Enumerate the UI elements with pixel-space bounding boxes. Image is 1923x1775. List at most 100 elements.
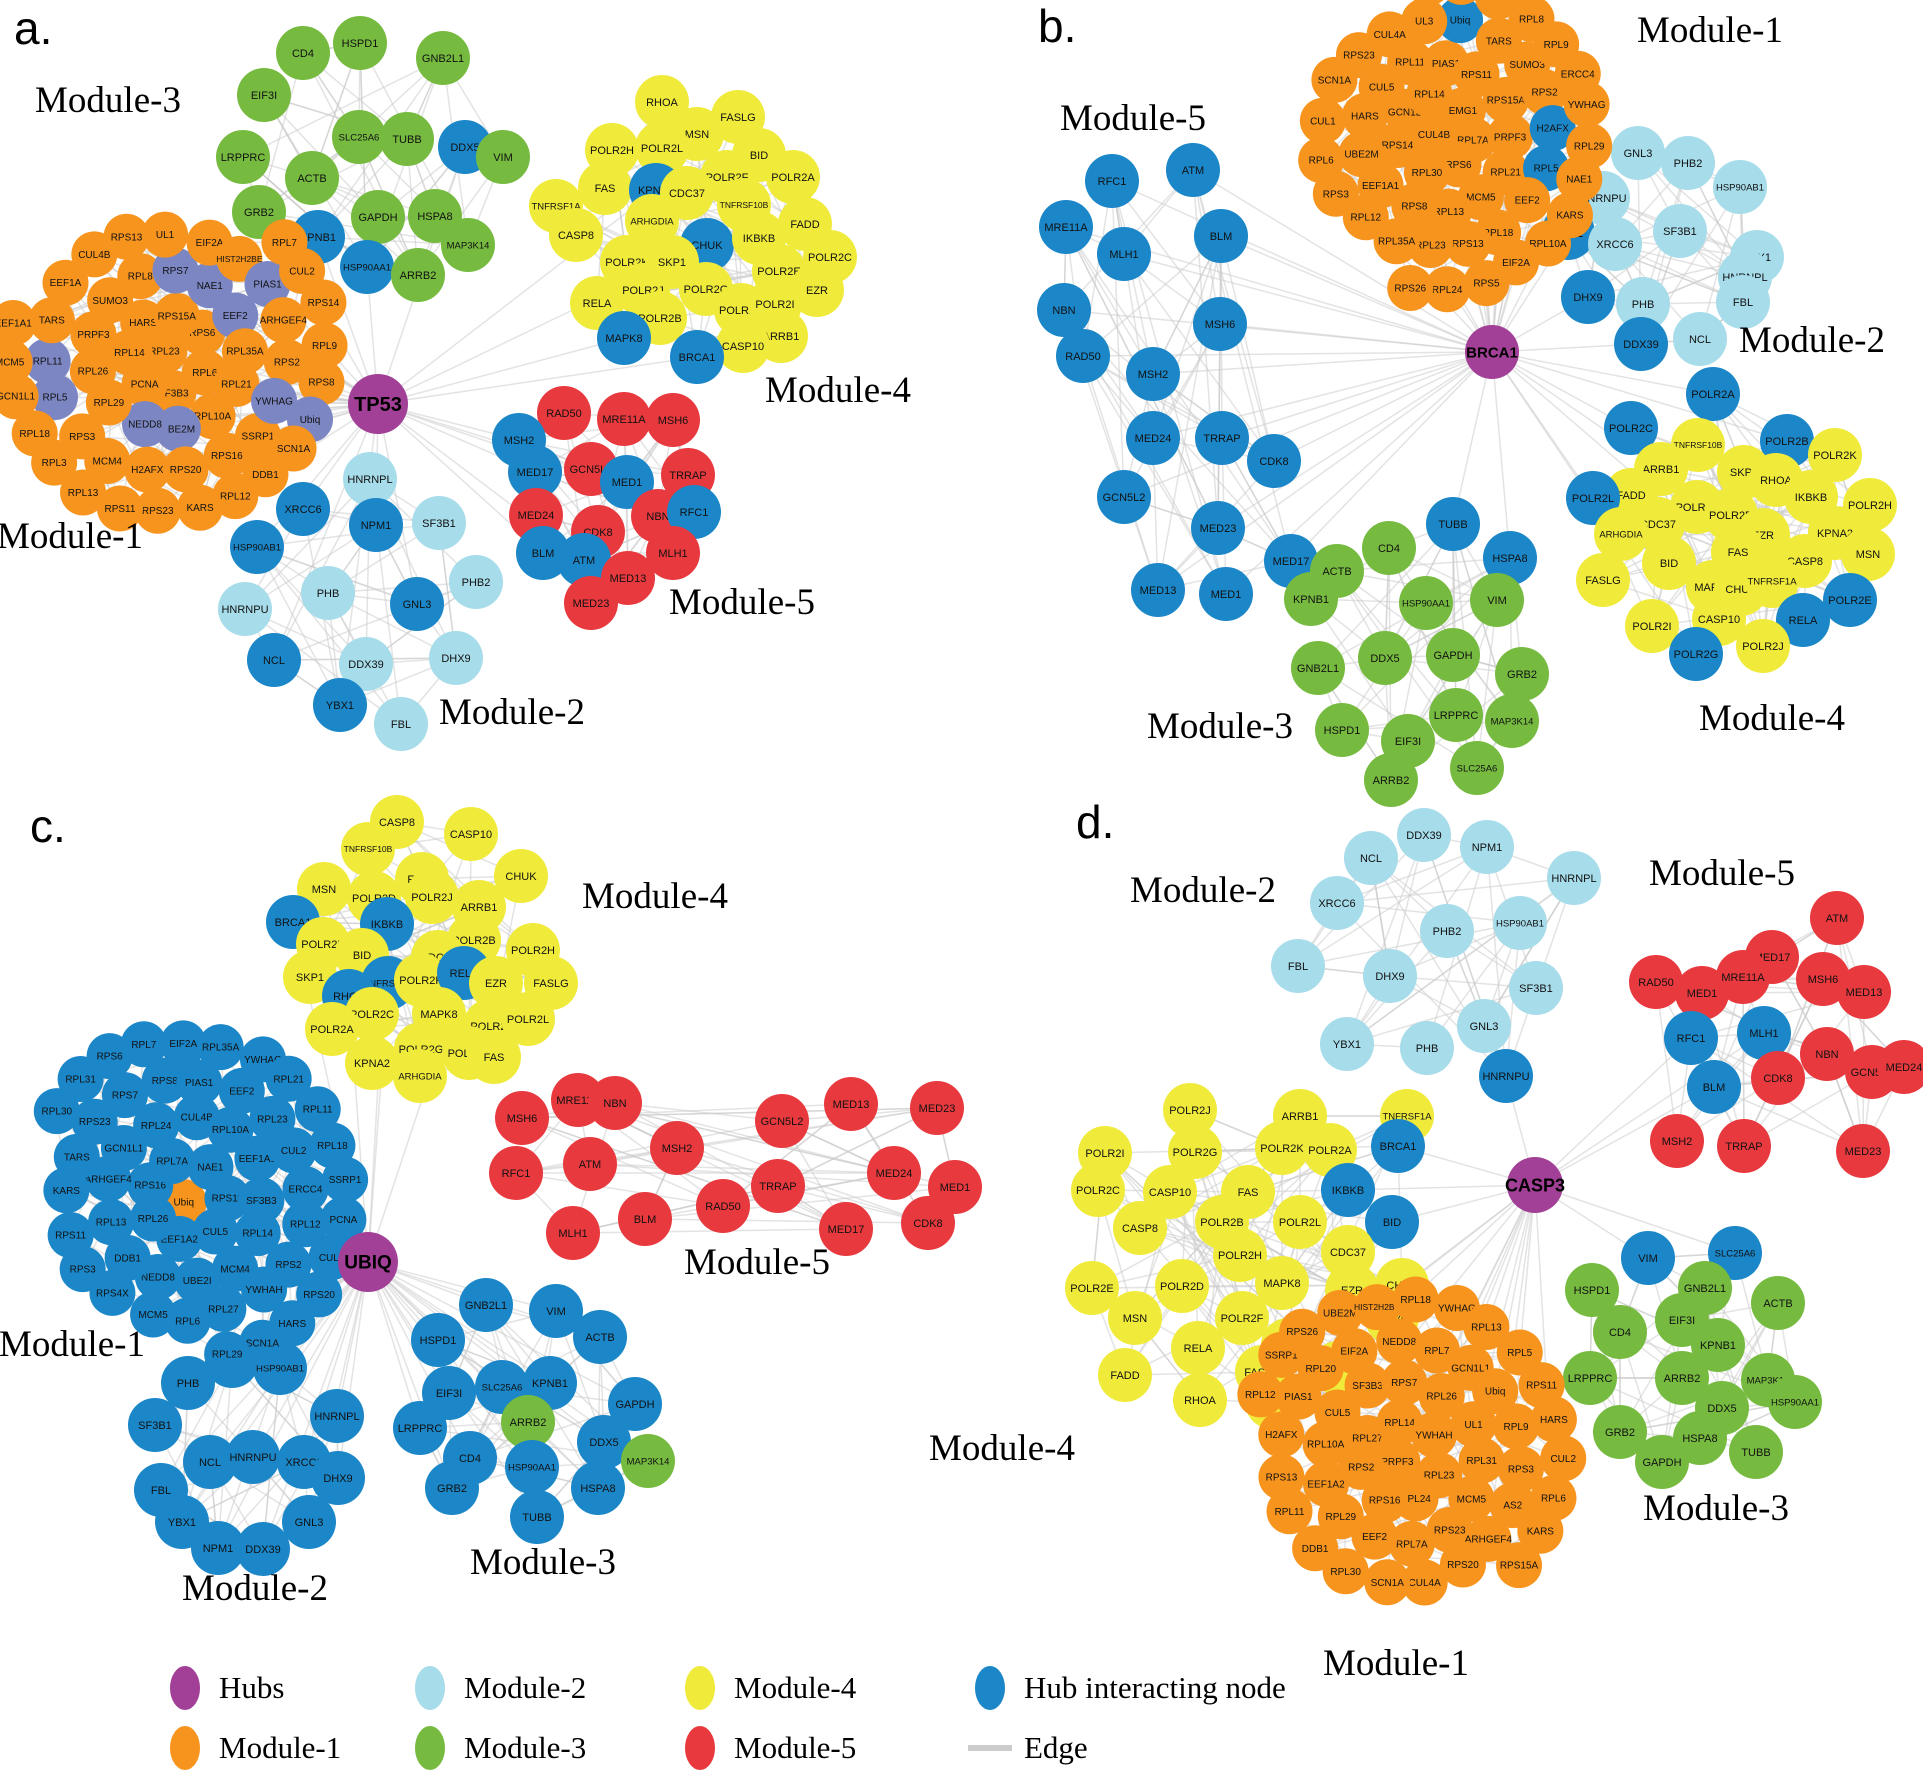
node-MED24[interactable] (867, 1146, 921, 1200)
node-RPS15A[interactable] (153, 292, 200, 339)
node-DDX39[interactable] (1397, 808, 1451, 862)
node-ERCC4[interactable] (282, 1166, 329, 1213)
node-HIST2H2BE[interactable] (1438, 0, 1484, 5)
node-SSRP1[interactable] (322, 1156, 369, 1203)
node-HSP90AA1[interactable] (340, 240, 394, 294)
node-MED23[interactable] (1836, 1124, 1890, 1178)
node-NAE1[interactable] (186, 262, 233, 309)
node-RPL31[interactable] (1458, 1437, 1505, 1484)
node-POLR2E[interactable] (1823, 573, 1877, 627)
node-ATM[interactable] (557, 533, 611, 587)
node-SCN1A[interactable] (239, 1319, 286, 1366)
node-RPS20[interactable] (162, 446, 209, 493)
node-POLR2J[interactable] (1736, 619, 1790, 673)
node-ATM[interactable] (1166, 143, 1220, 197)
node-POLR2L[interactable] (1273, 1195, 1327, 1249)
node-SF3B1[interactable] (412, 496, 466, 550)
node-UL3[interactable] (1401, 0, 1448, 45)
node-UL1[interactable] (1450, 1401, 1497, 1448)
node-KARS[interactable] (177, 484, 224, 531)
node-RPS4X[interactable] (1406, 0, 1452, 6)
node-NCL[interactable] (1344, 831, 1398, 885)
node-GCN5L2[interactable] (1097, 470, 1151, 524)
node-HSP90AA1[interactable] (1768, 1375, 1822, 1429)
node-BLM[interactable] (1687, 1060, 1741, 1114)
node-NEDD8[interactable] (122, 401, 169, 448)
node-MLH1[interactable] (1737, 1006, 1791, 1060)
node-POLR2E[interactable] (1065, 1261, 1119, 1315)
node-POLR2D[interactable] (1155, 1259, 1209, 1313)
node-NBN[interactable] (1037, 283, 1091, 337)
node-CUL4A[interactable] (1401, 1559, 1448, 1606)
node-POLR2C[interactable] (1604, 401, 1658, 455)
node-MLH1[interactable] (1097, 227, 1151, 281)
node-HSPD1[interactable] (1565, 1263, 1619, 1317)
node-CD4[interactable] (1362, 521, 1416, 575)
node-RPS11[interactable] (96, 485, 143, 532)
node-RFC1[interactable] (667, 485, 721, 539)
node-HSPD1[interactable] (1315, 703, 1369, 757)
node-NBN[interactable] (588, 1076, 642, 1130)
node-MSH2[interactable] (1126, 347, 1180, 401)
node-PCNA[interactable] (320, 1196, 367, 1243)
node-EIF3I[interactable] (237, 68, 291, 122)
node-RPL6[interactable] (1298, 137, 1345, 184)
node-EEF1A1[interactable] (234, 1135, 281, 1182)
hub-BRCA1[interactable] (1465, 325, 1519, 379)
node-DHX9[interactable] (429, 631, 483, 685)
node-RPS20[interactable] (296, 1271, 343, 1318)
node-Ubiq[interactable] (1437, 0, 1484, 44)
node-HSP90AA1[interactable] (1399, 576, 1453, 630)
node-RPL24[interactable] (133, 1102, 180, 1149)
node-RFC1[interactable] (1085, 154, 1139, 208)
node-MED17[interactable] (508, 445, 562, 499)
node-RPL12[interactable] (282, 1201, 329, 1248)
node-HARS[interactable] (1530, 1396, 1577, 1443)
node-PHB2[interactable] (449, 555, 503, 609)
hub-TP53[interactable] (348, 374, 408, 434)
node-H2AFX[interactable] (1258, 1411, 1305, 1458)
node-POLR2F[interactable] (1215, 1291, 1269, 1345)
node-DDX39[interactable] (236, 1522, 290, 1576)
node-ACTB[interactable] (285, 151, 339, 205)
node-RPL12[interactable] (1237, 1371, 1284, 1418)
node-PIAS1[interactable] (176, 1059, 223, 1106)
node-GAPDH[interactable] (1426, 628, 1480, 682)
node-SLC25A6[interactable] (1708, 1226, 1762, 1280)
node-NCL[interactable] (247, 633, 301, 687)
node-RPS5[interactable] (1463, 260, 1510, 307)
node-RAD50[interactable] (537, 386, 591, 440)
node-MRE11A[interactable] (1039, 200, 1093, 254)
node-BRCA1[interactable] (1371, 1119, 1425, 1173)
node-HSPA8[interactable] (1483, 531, 1537, 585)
node-EIF2A[interactable] (1331, 1328, 1378, 1375)
node-EIF2A[interactable] (160, 1020, 207, 1067)
node-RPL27[interactable] (200, 1285, 247, 1332)
node-RPS13[interactable] (1258, 1454, 1305, 1501)
node-EEF2[interactable] (1504, 177, 1551, 224)
node-GRB2[interactable] (425, 1461, 479, 1515)
node-POLR2I[interactable] (1625, 599, 1679, 653)
node-EZR[interactable] (469, 956, 523, 1010)
node-RPL18[interactable] (11, 410, 58, 457)
node-DDB1[interactable] (104, 1234, 151, 1281)
node-TUBB[interactable] (510, 1490, 564, 1544)
node-ARRB2[interactable] (1655, 1351, 1709, 1405)
node-EEF1A1[interactable] (0, 300, 37, 347)
node-PRPF3[interactable] (1487, 113, 1534, 160)
node-RPL12[interactable] (212, 473, 259, 520)
node-DDX39[interactable] (1614, 317, 1668, 371)
node-TARS[interactable] (53, 1133, 100, 1180)
node-POLR2G[interactable] (1168, 1125, 1222, 1179)
node-TRRAP[interactable] (1195, 411, 1249, 465)
node-FAS[interactable] (578, 161, 632, 215)
node-HSPA8[interactable] (571, 1461, 625, 1515)
node-ARRB2[interactable] (1364, 753, 1418, 807)
node-ACTB[interactable] (573, 1310, 627, 1364)
node-HSPD1[interactable] (333, 16, 387, 70)
node-RPL21[interactable] (265, 1055, 312, 1102)
node-RPL18[interactable] (1392, 1276, 1439, 1323)
node-CD4[interactable] (276, 26, 330, 80)
node-CDK8[interactable] (1751, 1051, 1805, 1105)
node-ARHGDIA[interactable] (625, 194, 679, 248)
